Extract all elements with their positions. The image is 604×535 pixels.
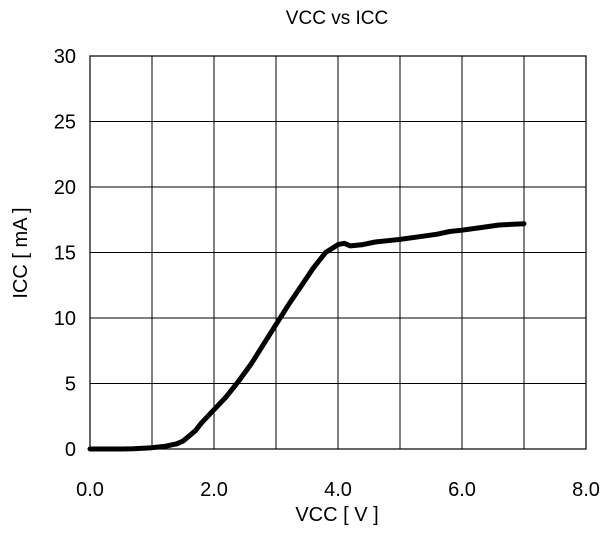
plot-area <box>89 55 587 450</box>
x-axis-label: VCC [ V ] <box>295 504 378 526</box>
x-tick-label: 8.0 <box>572 479 600 501</box>
y-tick-labels: 0 5 10 15 20 25 30 <box>54 46 76 461</box>
y-tick-label: 20 <box>54 177 76 199</box>
y-tick-label: 10 <box>54 308 76 330</box>
y-tick-label: 30 <box>54 46 76 68</box>
y-tick-label: 15 <box>54 243 76 265</box>
series-line <box>87 221 527 452</box>
x-tick-label: 0.0 <box>76 479 104 501</box>
series-layer <box>87 221 527 452</box>
y-tick-label: 0 <box>65 439 76 461</box>
chart-title: VCC vs ICC <box>286 8 388 29</box>
y-tick-label: 5 <box>65 374 76 396</box>
x-tick-label: 2.0 <box>200 479 228 501</box>
x-tick-labels: 0.0 2.0 4.0 6.0 8.0 <box>76 479 600 501</box>
y-axis-label: ICC [ mA ] <box>10 207 32 298</box>
grid <box>90 56 586 449</box>
x-tick-label: 4.0 <box>324 479 352 501</box>
x-tick-label: 6.0 <box>448 479 476 501</box>
y-tick-label: 25 <box>54 112 76 134</box>
